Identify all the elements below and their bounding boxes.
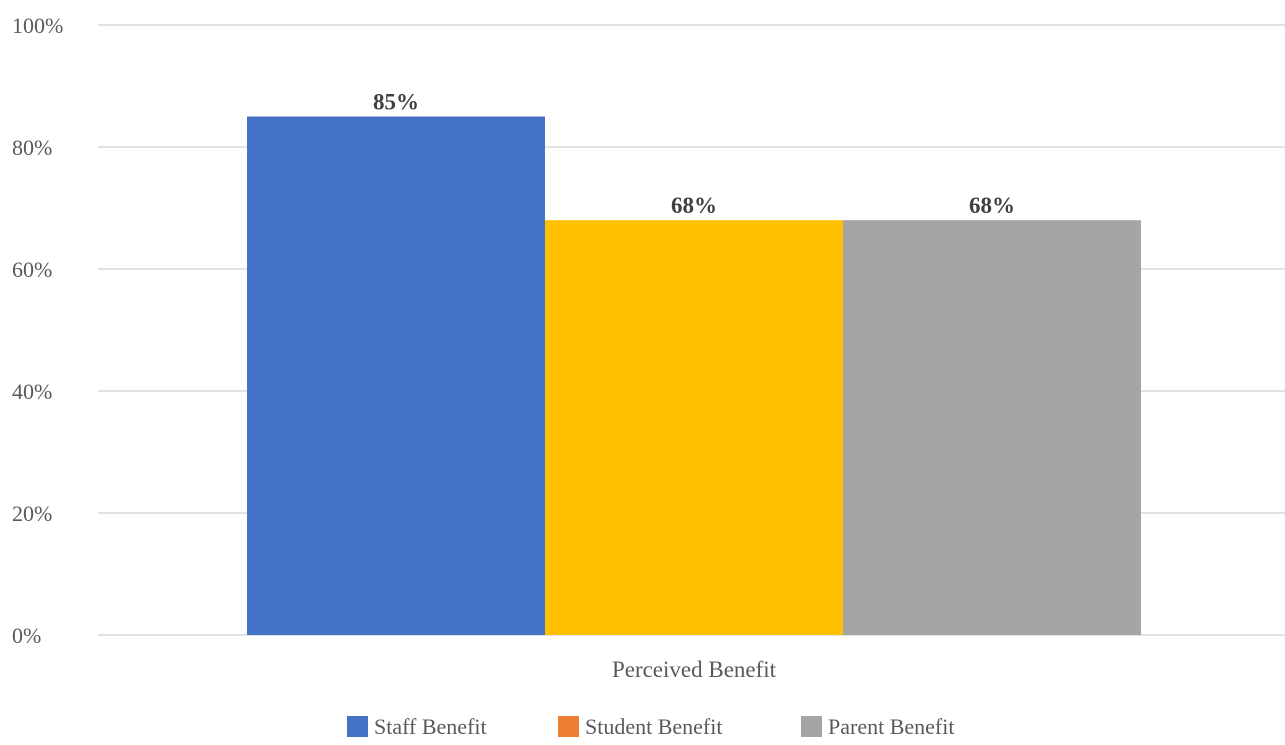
y-tick-label: 0% [12, 623, 41, 648]
legend-swatch-staff-benefit [347, 716, 368, 737]
data-labels: 85% 68% 68% [373, 90, 1015, 219]
legend-label-parent-benefit: Parent Benefit [828, 714, 954, 739]
data-label-staff-benefit: 85% [373, 90, 419, 115]
x-axis-category-labels: Perceived Benefit [612, 657, 777, 682]
legend-swatch-parent-benefit [801, 716, 822, 737]
y-tick-label: 20% [12, 501, 52, 526]
legend-swatch-student-benefit [558, 716, 579, 737]
bar-student-benefit [545, 220, 843, 635]
bar-staff-benefit [247, 116, 545, 635]
legend-label-student-benefit: Student Benefit [585, 714, 722, 739]
bars [247, 116, 1141, 635]
y-tick-label: 40% [12, 379, 52, 404]
legend: Staff Benefit Student Benefit Parent Benef… [347, 714, 954, 739]
data-label-student-benefit: 68% [671, 193, 717, 218]
y-axis-tick-labels: 0% 20% 40% 60% 80% 100% [12, 13, 63, 648]
y-tick-label: 60% [12, 257, 52, 282]
y-tick-label: 100% [12, 13, 63, 38]
legend-label-staff-benefit: Staff Benefit [374, 714, 487, 739]
y-tick-label: 80% [12, 135, 52, 160]
bar-parent-benefit [843, 220, 1141, 635]
category-label: Perceived Benefit [612, 657, 777, 682]
data-label-parent-benefit: 68% [969, 193, 1015, 218]
